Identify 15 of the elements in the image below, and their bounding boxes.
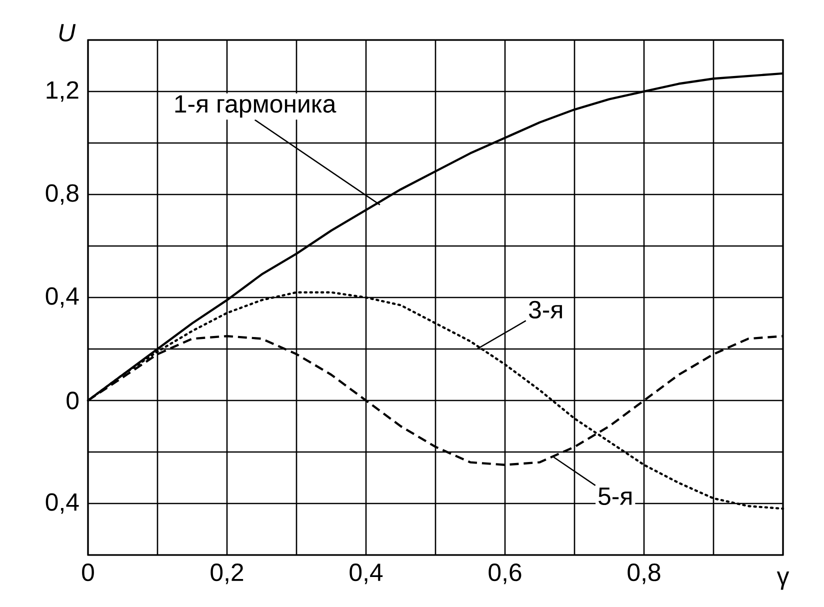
- x-tick-label: 0,8: [628, 564, 660, 584]
- y-axis-title: U: [59, 24, 76, 42]
- annotation: 1-я гармоника: [175, 95, 336, 118]
- x-tick-label: 0,2: [210, 564, 244, 584]
- y-tick-label: 0,8: [46, 184, 78, 205]
- y-tick-label: 1,2: [46, 81, 78, 102]
- x-axis-title: γ: [776, 571, 790, 590]
- annotation: 3-я: [529, 300, 562, 318]
- y-tick-label: 0,4: [46, 493, 79, 514]
- y-tick-label: 0,4: [46, 287, 79, 308]
- annotation: 5-я: [598, 488, 632, 506]
- y-tick-label: 0: [66, 392, 79, 410]
- x-tick-label: 0,6: [488, 564, 522, 584]
- x-tick-label: 0,4: [350, 564, 383, 584]
- x-tick-label: 0: [82, 564, 94, 582]
